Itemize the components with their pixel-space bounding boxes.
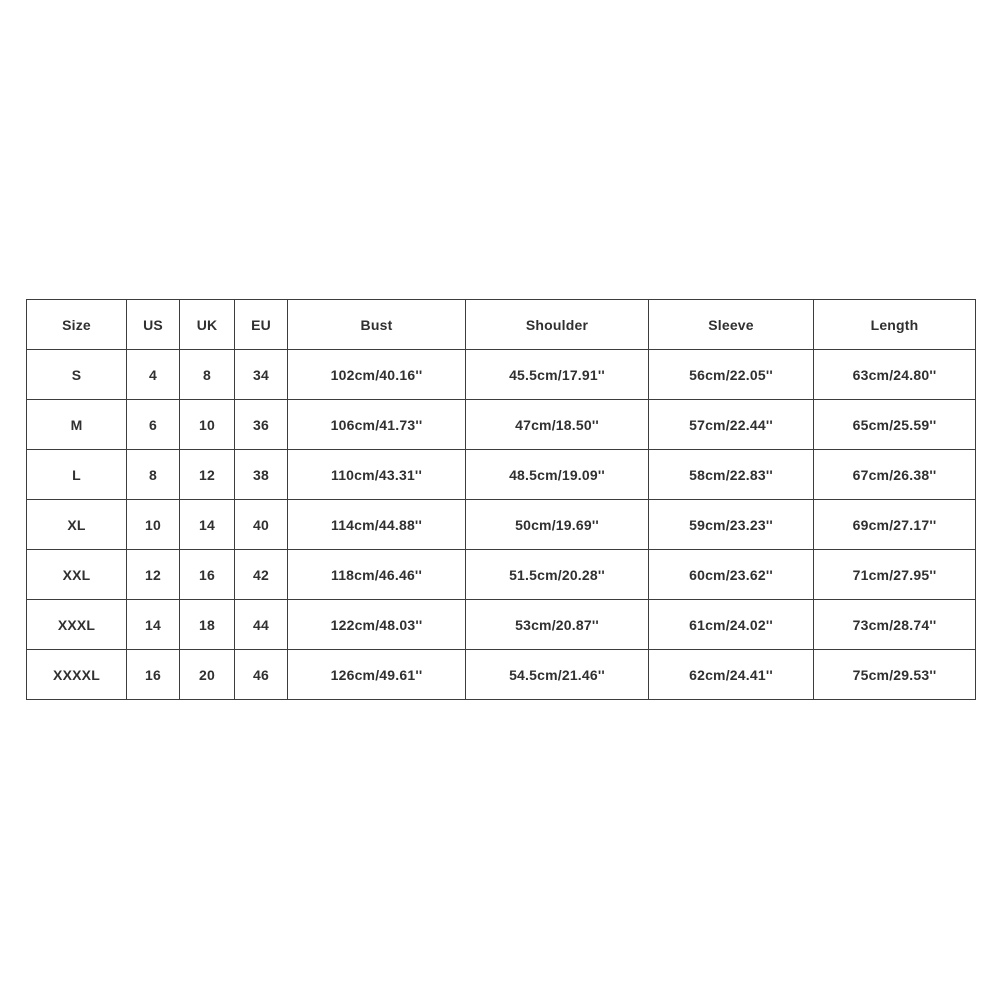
table-cell: 118cm/46.46''	[287, 549, 466, 600]
table-cell: 47cm/18.50''	[465, 399, 649, 450]
table-cell: 58cm/22.83''	[648, 449, 814, 500]
table-cell: M	[26, 399, 127, 450]
table-cell: 40	[234, 499, 288, 550]
table-cell: 102cm/40.16''	[287, 349, 466, 400]
table-cell: 61cm/24.02''	[648, 599, 814, 650]
table-cell: 50cm/19.69''	[465, 499, 649, 550]
table-cell: 69cm/27.17''	[813, 499, 976, 550]
table-cell: 14	[126, 599, 180, 650]
table-row-xl: XL 10 14 40 114cm/44.88'' 50cm/19.69'' 5…	[26, 499, 976, 550]
table-cell: S	[26, 349, 127, 400]
table-cell: 10	[179, 399, 235, 450]
table-cell: 4	[126, 349, 180, 400]
table-row-l: L 8 12 38 110cm/43.31'' 48.5cm/19.09'' 5…	[26, 449, 976, 500]
table-cell: 114cm/44.88''	[287, 499, 466, 550]
table-cell: 44	[234, 599, 288, 650]
header-cell-sleeve: Sleeve	[648, 299, 814, 350]
header-cell-length: Length	[813, 299, 976, 350]
table-cell: 8	[179, 349, 235, 400]
table-cell: 34	[234, 349, 288, 400]
table-cell: 73cm/28.74''	[813, 599, 976, 650]
table-cell: 54.5cm/21.46''	[465, 649, 649, 700]
table-cell: 45.5cm/17.91''	[465, 349, 649, 400]
table-cell: 75cm/29.53''	[813, 649, 976, 700]
table-cell: 36	[234, 399, 288, 450]
header-cell-bust: Bust	[287, 299, 466, 350]
table-cell: 48.5cm/19.09''	[465, 449, 649, 500]
table-cell: 122cm/48.03''	[287, 599, 466, 650]
table-cell: 38	[234, 449, 288, 500]
table-cell: XXXXL	[26, 649, 127, 700]
header-cell-us: US	[126, 299, 180, 350]
table-cell: 6	[126, 399, 180, 450]
table-cell: 18	[179, 599, 235, 650]
table-row-xxl: XXL 12 16 42 118cm/46.46'' 51.5cm/20.28'…	[26, 549, 976, 600]
table-cell: 110cm/43.31''	[287, 449, 466, 500]
table-cell: 14	[179, 499, 235, 550]
table-cell: 71cm/27.95''	[813, 549, 976, 600]
table-cell: XXL	[26, 549, 127, 600]
table-cell: 59cm/23.23''	[648, 499, 814, 550]
header-row: Size US UK EU Bust Shoulder Sleeve Lengt…	[26, 299, 976, 350]
table-cell: 51.5cm/20.28''	[465, 549, 649, 600]
table-cell: 12	[126, 549, 180, 600]
table-cell: 12	[179, 449, 235, 500]
header-cell-uk: UK	[179, 299, 235, 350]
table-row-m: M 6 10 36 106cm/41.73'' 47cm/18.50'' 57c…	[26, 399, 976, 450]
table-cell: 65cm/25.59''	[813, 399, 976, 450]
table-cell: XL	[26, 499, 127, 550]
table-cell: 46	[234, 649, 288, 700]
table-cell: 53cm/20.87''	[465, 599, 649, 650]
table-cell: 16	[179, 549, 235, 600]
header-cell-eu: EU	[234, 299, 288, 350]
table-row-s: S 4 8 34 102cm/40.16'' 45.5cm/17.91'' 56…	[26, 349, 976, 400]
table-row-xxxxl: XXXXL 16 20 46 126cm/49.61'' 54.5cm/21.4…	[26, 649, 976, 700]
header-cell-shoulder: Shoulder	[465, 299, 649, 350]
table-cell: 126cm/49.61''	[287, 649, 466, 700]
table-cell: 63cm/24.80''	[813, 349, 976, 400]
table-cell: 8	[126, 449, 180, 500]
table-cell: 62cm/24.41''	[648, 649, 814, 700]
table-cell: 56cm/22.05''	[648, 349, 814, 400]
table-cell: 10	[126, 499, 180, 550]
header-cell-size: Size	[26, 299, 127, 350]
table-cell: 60cm/23.62''	[648, 549, 814, 600]
table-cell: 67cm/26.38''	[813, 449, 976, 500]
table-row-xxxl: XXXL 14 18 44 122cm/48.03'' 53cm/20.87''…	[26, 599, 976, 650]
table-cell: 57cm/22.44''	[648, 399, 814, 450]
size-chart-table: Size US UK EU Bust Shoulder Sleeve Lengt…	[26, 299, 976, 700]
table-cell: L	[26, 449, 127, 500]
table-cell: 20	[179, 649, 235, 700]
table-cell: 106cm/41.73''	[287, 399, 466, 450]
table-cell: 42	[234, 549, 288, 600]
table-cell: 16	[126, 649, 180, 700]
table-cell: XXXL	[26, 599, 127, 650]
